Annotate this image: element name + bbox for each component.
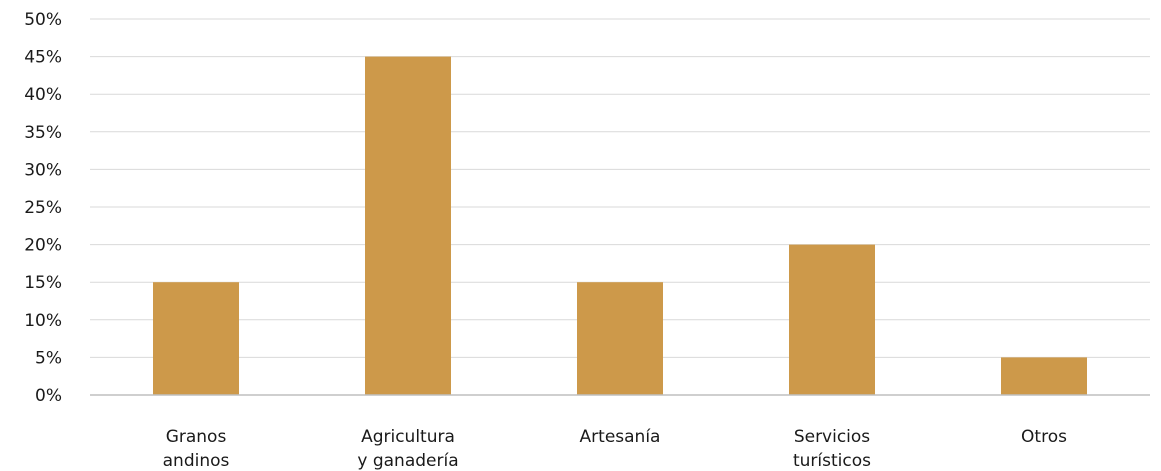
x-tick-label-line: Artesanía [580, 427, 661, 447]
gridlines [90, 18, 1150, 358]
bar [1001, 357, 1087, 395]
y-tick-label: 45% [24, 48, 62, 68]
bar [365, 56, 451, 395]
x-tick-label-line: Granos [166, 427, 227, 447]
x-tick-label-line: y ganadería [357, 451, 458, 471]
y-tick-label: 20% [24, 236, 62, 256]
x-tick-label-line: Otros [1021, 427, 1067, 447]
x-tick-label-line: Servicios [794, 427, 870, 447]
x-tick-label: Artesanía [580, 427, 661, 447]
x-tick-label-line: turísticos [793, 451, 871, 471]
y-tick-label: 50% [24, 10, 62, 30]
y-tick-label: 10% [24, 311, 62, 331]
bars [153, 56, 1087, 395]
x-tick-labels: Granos andinos Agricultura y ganadería Artes… [163, 427, 1067, 471]
bar [153, 282, 239, 395]
bar [577, 282, 663, 395]
x-tick-label: Granos andinos [163, 427, 230, 471]
y-tick-label: 15% [24, 273, 62, 293]
x-tick-label: Agricultura y ganadería [357, 427, 458, 471]
y-tick-label: 5% [35, 348, 62, 368]
x-tick-label-line: Agricultura [361, 427, 455, 447]
x-tick-label: Servicios turísticos [793, 427, 871, 471]
y-tick-label: 30% [24, 160, 62, 180]
y-tick-labels: 0% 5% 10% 15% 20% 25% 30% 35% 40% 45% 50% [24, 10, 62, 406]
x-tick-label: Otros [1021, 427, 1067, 447]
y-tick-label: 35% [24, 123, 62, 143]
y-tick-label: 0% [35, 386, 62, 406]
y-tick-label: 25% [24, 198, 62, 218]
bar [789, 244, 875, 395]
y-tick-label: 40% [24, 85, 62, 105]
x-tick-label-line: andinos [163, 451, 230, 471]
